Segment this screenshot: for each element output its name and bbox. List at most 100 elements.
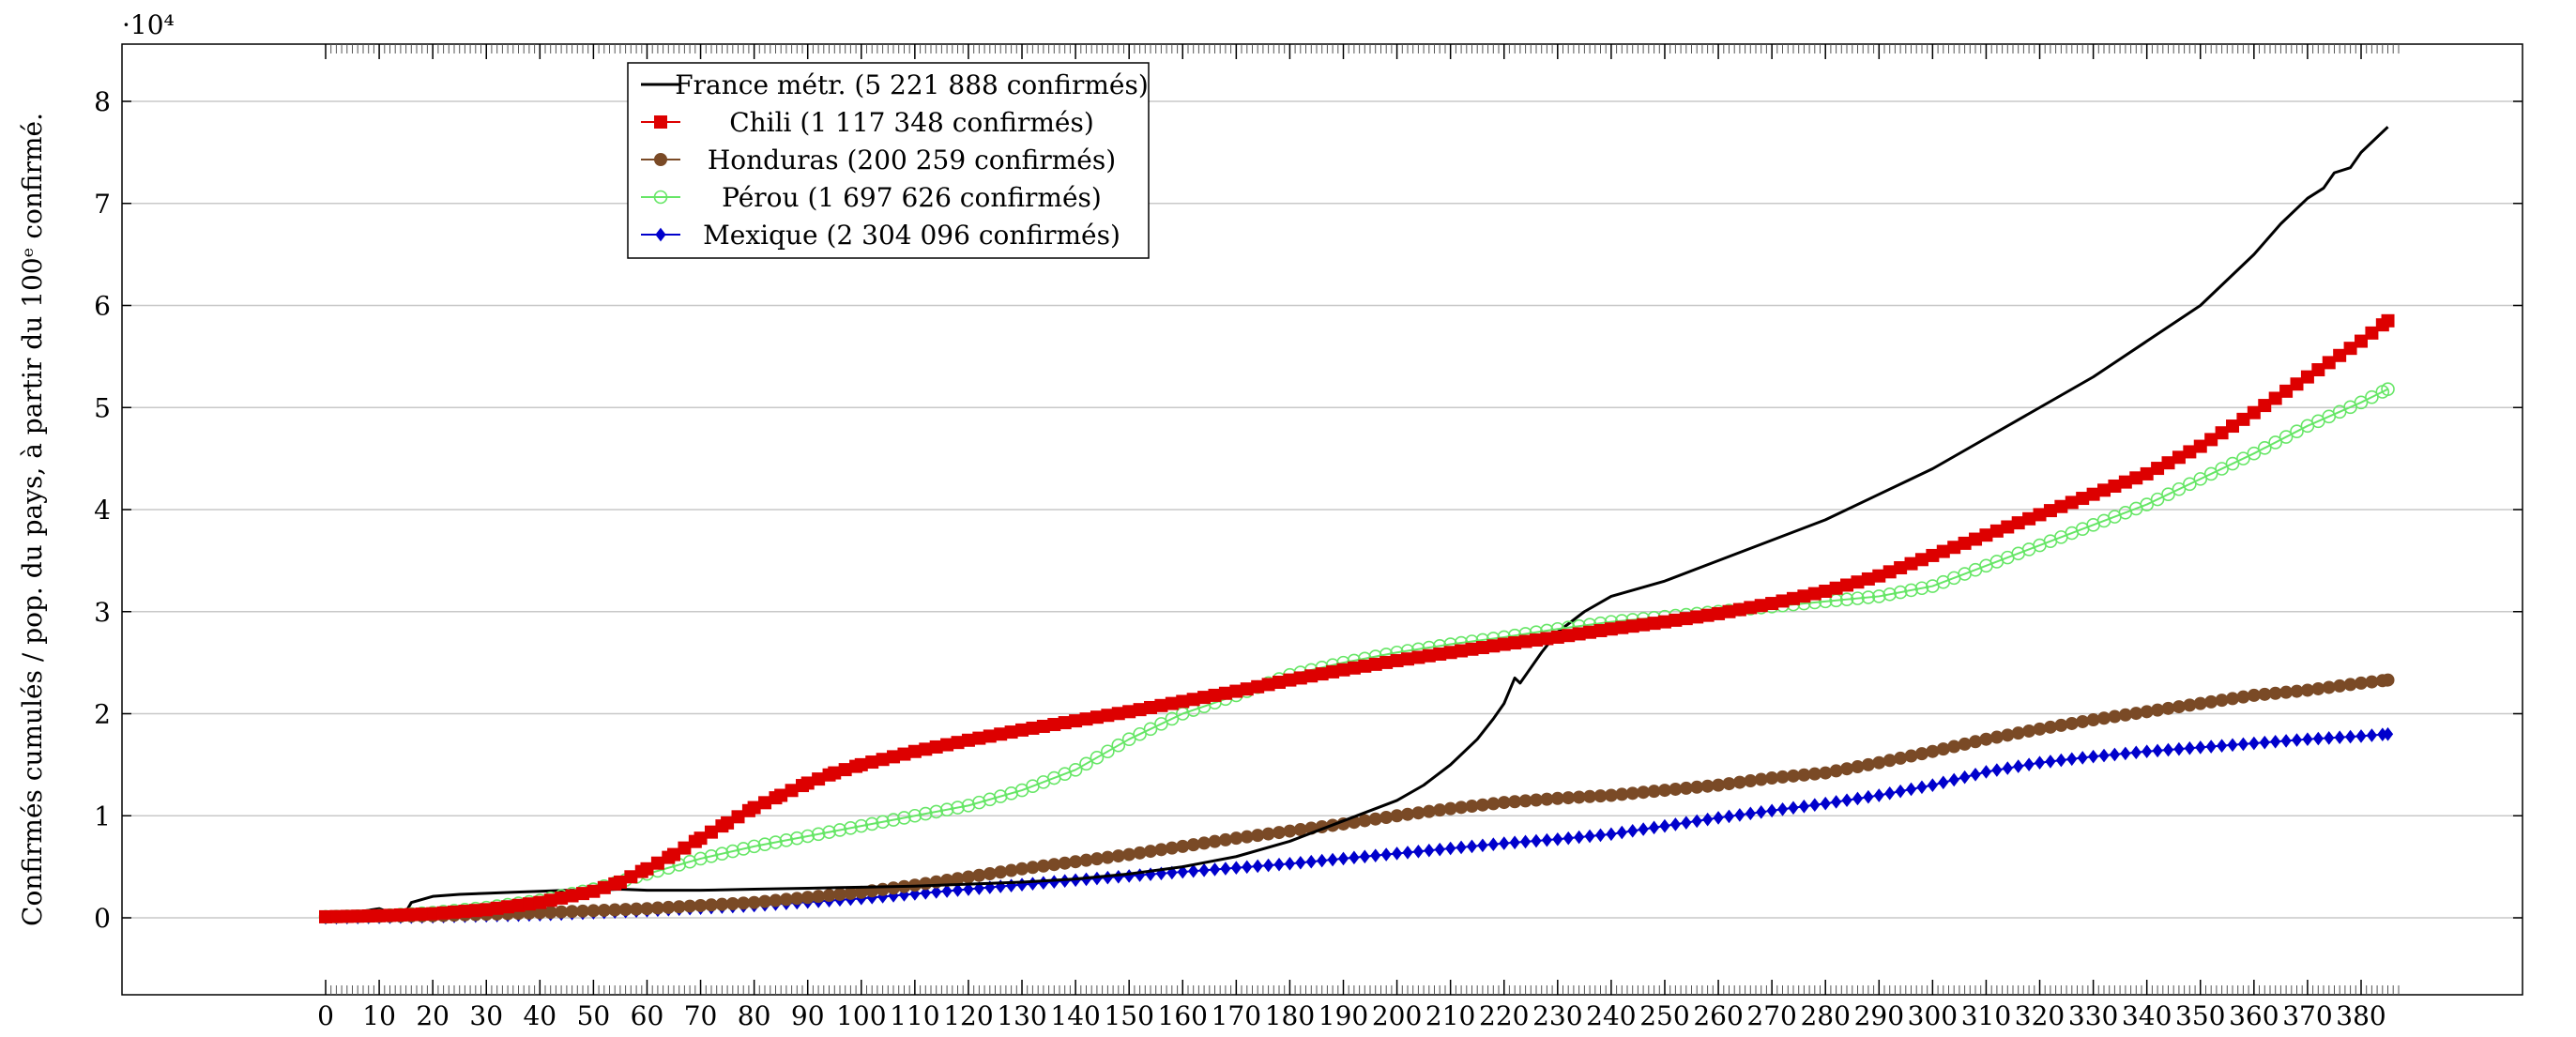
series-point bbox=[1199, 864, 1209, 877]
series-point bbox=[1425, 845, 1434, 857]
series-point bbox=[2237, 691, 2249, 703]
series-point bbox=[2312, 682, 2324, 694]
series-point bbox=[2249, 738, 2259, 750]
series-point bbox=[1895, 752, 1907, 764]
series-point bbox=[1905, 750, 1917, 762]
series-point bbox=[1521, 835, 1531, 847]
x-tick-label: 220 bbox=[1479, 1000, 1529, 1031]
series-point bbox=[1917, 781, 1927, 793]
x-tick-label: 90 bbox=[791, 1000, 825, 1031]
x-tick-label: 240 bbox=[1586, 1000, 1636, 1031]
series-point bbox=[1799, 801, 1808, 813]
legend-label-3: Pérou (1 697 626 confirmés) bbox=[722, 182, 1102, 213]
series-point bbox=[1992, 764, 2002, 776]
series-point bbox=[2334, 679, 2346, 692]
x-tick-label: 180 bbox=[1265, 1000, 1315, 1031]
y-scale-note: ·10⁴ bbox=[122, 9, 175, 40]
series-point bbox=[2046, 755, 2055, 768]
x-tick-label: 320 bbox=[2015, 1000, 2065, 1031]
legend-label-4: Mexique (2 304 096 confirmés) bbox=[703, 220, 1120, 251]
series-point bbox=[1970, 736, 1982, 748]
tick-labels: 0 10 20 30 40 50 60 70 80 90 100 110 120 130 140 150 160… bbox=[94, 44, 2523, 1031]
series-point bbox=[1413, 846, 1423, 858]
series-point bbox=[2121, 747, 2130, 759]
series-point bbox=[2196, 741, 2205, 754]
x-tick-label: 380 bbox=[2336, 1000, 2385, 1031]
series-point bbox=[1059, 857, 1071, 869]
series-point bbox=[2056, 755, 2065, 767]
series-point bbox=[2035, 756, 2045, 769]
x-tick-label: 350 bbox=[2175, 1000, 2225, 1031]
series-point bbox=[2067, 753, 2077, 765]
series-point bbox=[1852, 761, 1864, 773]
series-point bbox=[1949, 773, 1959, 785]
series-point bbox=[2003, 762, 2012, 774]
y-tick-label: 4 bbox=[94, 495, 111, 526]
x-tick-label: 270 bbox=[1746, 1000, 1796, 1031]
series-point bbox=[1488, 838, 1498, 850]
series-point bbox=[1937, 743, 1949, 755]
series-point bbox=[1990, 731, 2003, 743]
series-point bbox=[2335, 731, 2344, 743]
series-point bbox=[1381, 848, 1391, 861]
series-point bbox=[1927, 745, 1939, 757]
x-tick-label: 0 bbox=[317, 1000, 334, 1031]
series-point bbox=[2367, 729, 2376, 741]
series-point bbox=[1810, 799, 1820, 811]
legend-label-0: France métr. (5 221 888 confirmés) bbox=[675, 69, 1149, 100]
series-point bbox=[2238, 738, 2248, 750]
series-point bbox=[1080, 854, 1092, 866]
series-point bbox=[1294, 824, 1306, 836]
series-point bbox=[1360, 850, 1369, 862]
series-point bbox=[2301, 684, 2313, 696]
series-point bbox=[1285, 858, 1294, 870]
series-point bbox=[2172, 701, 2185, 713]
series-point bbox=[1005, 864, 1017, 877]
series-point bbox=[1037, 860, 1049, 872]
x-tick-label: 290 bbox=[1854, 1000, 1904, 1031]
series-point bbox=[2344, 679, 2356, 691]
series-point bbox=[2130, 708, 2142, 720]
x-tick-label: 360 bbox=[2229, 1000, 2279, 1031]
series-point bbox=[2024, 758, 2034, 770]
series-point bbox=[1575, 831, 1584, 844]
series-point bbox=[952, 873, 964, 885]
x-tick-label: 230 bbox=[1532, 1000, 1582, 1031]
series-point bbox=[1830, 765, 1842, 777]
series-point bbox=[995, 866, 1007, 878]
series-point bbox=[1187, 839, 1199, 851]
series-point bbox=[2174, 743, 2184, 755]
series-point bbox=[1928, 779, 1937, 791]
series-point bbox=[1027, 862, 1039, 874]
x-tick-label: 300 bbox=[1908, 1000, 1958, 1031]
series-point bbox=[2087, 714, 2099, 726]
series-point bbox=[1553, 833, 1562, 846]
x-tick-label: 150 bbox=[1104, 1000, 1153, 1031]
y-tick-label: 2 bbox=[94, 699, 111, 730]
series-point bbox=[1682, 816, 1691, 829]
series-point bbox=[1241, 831, 1253, 843]
series-point bbox=[1915, 748, 1928, 760]
x-tick-label: 110 bbox=[890, 1000, 939, 1031]
legend-label-2: Honduras (200 259 confirmés) bbox=[708, 145, 1116, 175]
series-point bbox=[1349, 851, 1359, 863]
series-point bbox=[1017, 878, 1027, 891]
x-tick-label: 170 bbox=[1212, 1000, 1261, 1031]
series-point bbox=[1820, 767, 1832, 779]
series-point bbox=[1864, 791, 1873, 803]
x-tick-label: 60 bbox=[631, 1000, 664, 1031]
series-point bbox=[1252, 830, 1264, 842]
series-point bbox=[1862, 758, 1874, 770]
series-point bbox=[1745, 807, 1755, 819]
series-point bbox=[2089, 751, 2098, 763]
series-point bbox=[1660, 820, 1669, 832]
series-point bbox=[1102, 851, 1114, 863]
legend-swatch-marker-2 bbox=[655, 154, 667, 166]
series-point bbox=[1456, 841, 1466, 853]
series-point bbox=[2142, 745, 2152, 757]
series-3 bbox=[320, 383, 2395, 923]
series-point bbox=[2218, 740, 2227, 752]
series-point bbox=[1841, 763, 1853, 775]
series-point bbox=[2185, 742, 2194, 755]
